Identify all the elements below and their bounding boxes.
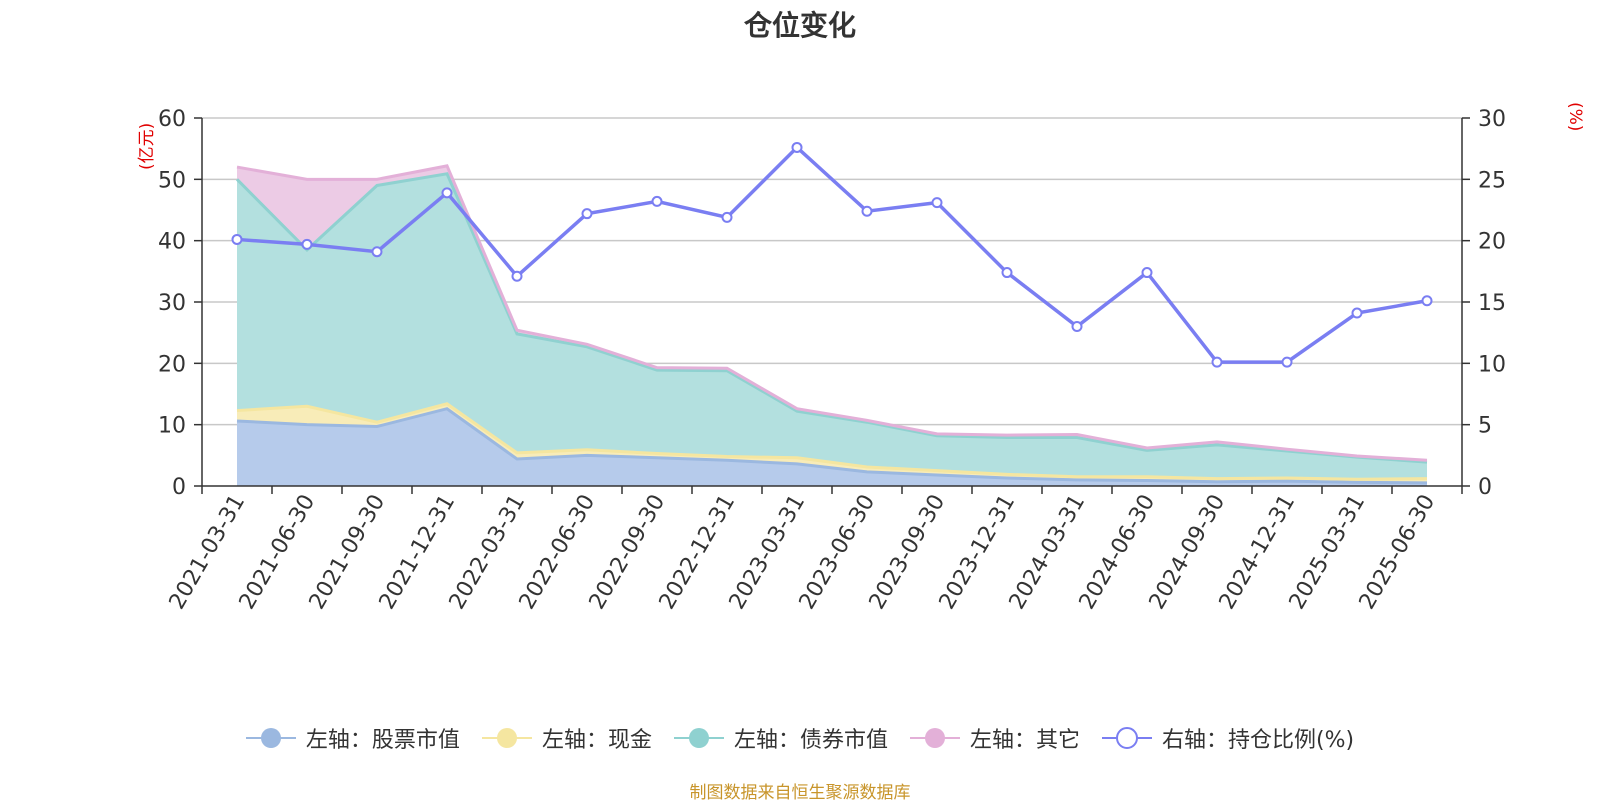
ratio-point bbox=[511, 270, 523, 282]
area-edge-2 bbox=[235, 172, 1428, 464]
area-edge-1 bbox=[236, 402, 1428, 481]
legend-item[interactable]: 右轴：持仓比例(%) bbox=[1101, 722, 1355, 754]
legend-marker-icon bbox=[481, 728, 532, 748]
y-right-tick-label: 30 bbox=[1478, 107, 1506, 132]
legend-label: 左轴：债券市值 bbox=[733, 728, 888, 753]
area-edge-3 bbox=[236, 164, 1428, 462]
legend-item[interactable]: 左轴：债券市值 bbox=[673, 722, 888, 754]
chart-title: 仓位变化 bbox=[743, 9, 856, 42]
area-0 bbox=[237, 408, 1427, 486]
ratio-point bbox=[1281, 356, 1293, 368]
ratio-point bbox=[581, 208, 593, 220]
ratio-point bbox=[1421, 295, 1433, 307]
area-edge-0 bbox=[236, 407, 1428, 485]
y-left-tick-label: 10 bbox=[158, 414, 186, 439]
ratio-point bbox=[1071, 321, 1083, 333]
ratio-point bbox=[301, 238, 313, 250]
ratio-point bbox=[1351, 307, 1363, 319]
ratio-point bbox=[371, 246, 383, 258]
ratio-point bbox=[231, 233, 243, 245]
y-right-tick-label: 5 bbox=[1478, 414, 1492, 439]
x-tick-label: 2025-06-30 bbox=[1355, 491, 1441, 614]
legend-item[interactable]: 左轴：股票市值 bbox=[245, 722, 460, 754]
area-3 bbox=[237, 165, 1427, 463]
legend-marker-icon bbox=[909, 728, 960, 748]
legend-marker-icon bbox=[673, 728, 724, 748]
ratio-point bbox=[721, 211, 733, 223]
legend: 左轴：股票市值 左轴：现金 左轴：债券市值 左轴：其它 右轴：持仓比例(%) bbox=[0, 722, 1600, 754]
data-source-note: 制图数据来自恒生聚源数据库 bbox=[689, 783, 911, 803]
y-left-tick-label: 60 bbox=[158, 107, 186, 132]
ratio-point bbox=[651, 195, 663, 207]
ratio-point bbox=[931, 197, 943, 209]
y-right-tick-label: 15 bbox=[1478, 291, 1506, 316]
ratio-point bbox=[1141, 267, 1153, 279]
y-left-tick-label: 20 bbox=[158, 352, 186, 377]
y-right-tick-label: 20 bbox=[1478, 230, 1506, 255]
y-right-tick-label: 10 bbox=[1478, 352, 1506, 377]
ratio-line bbox=[236, 145, 1428, 364]
legend-label: 右轴：持仓比例(%) bbox=[1161, 728, 1355, 753]
chart-plot: 01020304050600510152025302021-03-312021-… bbox=[158, 107, 1506, 614]
legend-item[interactable]: 左轴：其它 bbox=[909, 722, 1080, 754]
ratio-point bbox=[861, 205, 873, 217]
legend-label: 左轴：其它 bbox=[969, 728, 1080, 753]
y-left-tick-label: 50 bbox=[158, 168, 186, 193]
y-left-tick-label: 30 bbox=[158, 291, 186, 316]
y-left-tick-label: 0 bbox=[172, 475, 186, 500]
legend-item[interactable]: 左轴：现金 bbox=[481, 722, 652, 754]
ratio-point bbox=[791, 141, 803, 153]
ratio-point bbox=[1211, 356, 1223, 368]
y-right-tick-label: 25 bbox=[1478, 168, 1506, 193]
ratio-point bbox=[441, 187, 453, 199]
legend-marker-icon bbox=[1101, 727, 1152, 749]
legend-label: 左轴：现金 bbox=[541, 728, 652, 753]
legend-label: 左轴：股票市值 bbox=[305, 728, 460, 753]
ratio-point bbox=[1001, 267, 1013, 279]
area-2 bbox=[237, 173, 1427, 480]
y-left-tick-label: 40 bbox=[158, 230, 186, 255]
legend-marker-icon bbox=[245, 728, 296, 748]
y-right-tick-label: 0 bbox=[1478, 475, 1492, 500]
